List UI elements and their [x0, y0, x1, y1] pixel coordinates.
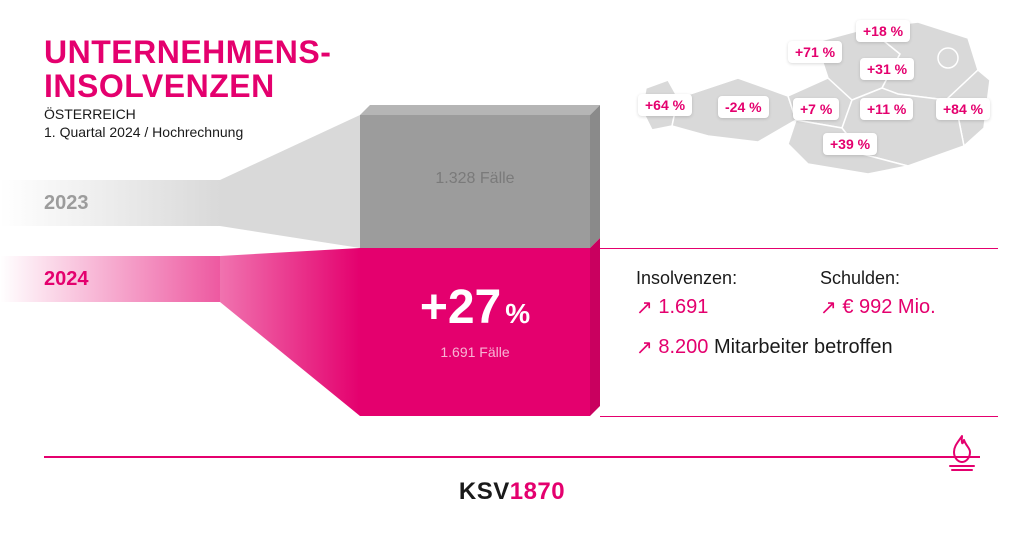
- arrow-icon: ↗: [820, 295, 837, 320]
- arrow-icon: ↗: [636, 295, 653, 320]
- map-badge: -24 %: [718, 96, 769, 118]
- stat-mitarbeiter: ↗ 8.200 Mitarbeiter betroffen: [636, 334, 893, 359]
- map-badge: +64 %: [638, 94, 692, 116]
- region-wien: [938, 48, 958, 68]
- logo-accent: 1870: [510, 478, 565, 505]
- year-label-prev: 2023: [44, 192, 89, 215]
- map-badge: +84 %: [936, 98, 990, 120]
- title-line-1: UNTERNEHMENS-: [44, 34, 331, 71]
- connector-curr: [220, 248, 360, 416]
- big-percent: +27%: [360, 280, 590, 335]
- stat-mitarbeiter-text: Mitarbeiter betroffen: [714, 336, 893, 358]
- stats-line-bottom: [600, 416, 998, 417]
- flame-icon: [940, 430, 984, 474]
- map-badge: +71 %: [788, 41, 842, 63]
- big-percent-suffix: %: [505, 298, 530, 329]
- map-badge: +7 %: [793, 98, 839, 120]
- subtitle-line-1: ÖSTERREICH: [44, 106, 136, 122]
- stat-mitarbeiter-number: 8.200: [658, 336, 708, 358]
- logo: KSV1870: [0, 478, 1024, 506]
- map-badge: +18 %: [856, 20, 910, 42]
- footer-line: [44, 456, 980, 458]
- block-curr-side: [590, 238, 600, 416]
- arrow-icon: ↗: [636, 335, 653, 360]
- stats-line-top: [600, 248, 998, 249]
- year-band-2024: [0, 256, 220, 302]
- block-prev-top: [360, 105, 600, 115]
- stat-schulden-value: ↗ € 992 Mio.: [820, 294, 936, 319]
- stat-insolvenzen-number: 1.691: [658, 296, 708, 318]
- stat-insolvenzen-value: ↗ 1.691: [636, 294, 708, 319]
- block-prev-label: 1.328 Fälle: [360, 170, 590, 188]
- austria-map: +18 % +71 % +31 % +64 % -24 % +7 % +11 % +84 % +…: [638, 18, 998, 188]
- year-band-2023: [0, 180, 220, 226]
- stat-insolvenzen-label: Insolvenzen:: [636, 268, 737, 289]
- connector-prev: [220, 115, 360, 248]
- infographic-root: UNTERNEHMENS- INSOLVENZEN ÖSTERREICH 1. …: [0, 0, 1024, 535]
- logo-black: KSV: [459, 478, 510, 505]
- subtitle-line-2: 1. Quartal 2024 / Hochrechnung: [44, 124, 243, 140]
- stat-schulden-number: € 992 Mio.: [842, 296, 935, 318]
- big-percent-number: 27: [448, 281, 501, 334]
- block-prev-side: [590, 105, 600, 248]
- map-badge: +11 %: [860, 98, 913, 120]
- map-badge: +39 %: [823, 133, 877, 155]
- map-badge: +31 %: [860, 58, 914, 80]
- year-label-curr: 2024: [44, 268, 89, 291]
- big-percent-prefix: +: [420, 281, 448, 334]
- block-curr-label: 1.691 Fälle: [360, 344, 590, 360]
- bars-svg: [220, 100, 620, 420]
- stat-schulden-label: Schulden:: [820, 268, 900, 289]
